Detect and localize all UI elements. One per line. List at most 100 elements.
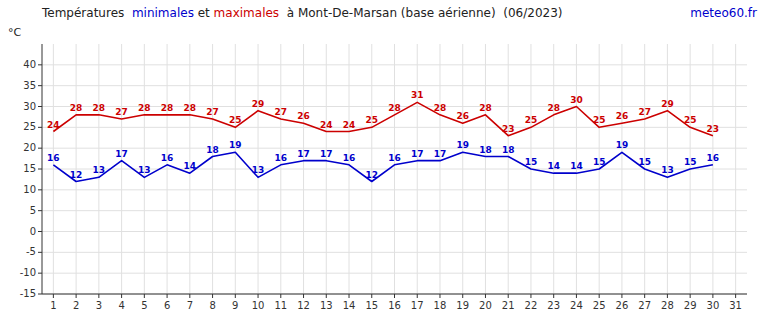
data-label: 16 [388, 153, 401, 163]
x-tick [644, 294, 645, 298]
y-tick [38, 127, 42, 128]
x-tick-label: 31 [729, 300, 742, 311]
data-label: 15 [593, 157, 606, 167]
x-grid-line [439, 44, 440, 294]
data-label: 27 [206, 107, 219, 117]
x-tick [439, 294, 440, 298]
x-tick-label: 13 [320, 300, 333, 311]
x-tick [667, 294, 668, 298]
x-grid-line [235, 44, 236, 294]
x-tick-label: 14 [343, 300, 356, 311]
data-label: 15 [525, 157, 538, 167]
data-label: 14 [570, 161, 583, 171]
data-label: 23 [707, 124, 720, 134]
x-grid-line [349, 44, 350, 294]
data-label: 16 [275, 153, 288, 163]
x-tick-label: 10 [252, 300, 265, 311]
data-label: 31 [411, 90, 424, 100]
series-line [53, 102, 713, 135]
x-tick-label: 20 [479, 300, 492, 311]
x-tick [576, 294, 577, 298]
data-label: 26 [297, 111, 310, 121]
x-tick-label: 3 [96, 300, 102, 311]
x-grid-line [212, 44, 213, 294]
title: Températures minimales et maximales à Mo… [41, 6, 562, 20]
data-label: 13 [138, 165, 151, 175]
data-label: 28 [434, 103, 447, 113]
data-label: 19 [616, 140, 629, 150]
y-tick-label: 40 [23, 59, 36, 70]
x-grid-line [735, 44, 736, 294]
data-label: 19 [229, 140, 242, 150]
x-tick [690, 294, 691, 298]
y-tick [38, 85, 42, 86]
y-axis-label: °C [8, 26, 22, 39]
grid [42, 44, 747, 294]
y-tick-label: 10 [23, 184, 36, 195]
data-label: 16 [161, 153, 174, 163]
data-label: 13 [661, 165, 674, 175]
x-tick [280, 294, 281, 298]
x-tick-label: 8 [209, 300, 215, 311]
data-label: 17 [411, 149, 424, 159]
x-tick [258, 294, 259, 298]
x-tick-label: 24 [570, 300, 583, 311]
x-tick-label: 12 [297, 300, 310, 311]
x-tick-label: 18 [434, 300, 447, 311]
x-tick [712, 294, 713, 298]
x-grid-line [712, 44, 713, 294]
x-grid-line [53, 44, 54, 294]
x-tick [212, 294, 213, 298]
x-tick-label: 16 [388, 300, 401, 311]
x-tick [508, 294, 509, 298]
x-tick [530, 294, 531, 298]
x-tick [349, 294, 350, 298]
x-tick [553, 294, 554, 298]
data-label: 19 [456, 140, 469, 150]
data-label: 14 [184, 161, 197, 171]
x-tick-label: 11 [274, 300, 287, 311]
title-part: et [194, 6, 214, 20]
x-tick-label: 30 [707, 300, 720, 311]
data-label: 18 [502, 145, 515, 155]
chart-container: -15-10-505101520253035401234567891011121… [0, 0, 765, 320]
x-tick-label: 25 [593, 300, 606, 311]
data-label: 30 [570, 95, 583, 105]
data-label: 27 [275, 107, 288, 117]
data-label: 25 [229, 115, 242, 125]
data-label: 26 [456, 111, 469, 121]
data-label: 25 [684, 115, 697, 125]
y-tick [38, 106, 42, 107]
y-tick-label: -10 [20, 267, 36, 278]
y-tick-label: 15 [23, 163, 36, 174]
x-grid-line [508, 44, 509, 294]
x-grid-line [121, 44, 122, 294]
x-grid-line [303, 44, 304, 294]
x-grid-line [167, 44, 168, 294]
data-label: 18 [206, 145, 219, 155]
x-tick-label: 2 [73, 300, 79, 311]
data-label: 13 [93, 165, 106, 175]
y-tick-label: 0 [30, 226, 36, 237]
data-labels: 1612131713161418191316171716121617171918… [47, 90, 719, 179]
y-tick-label: -5 [26, 246, 36, 257]
data-label: 24 [343, 120, 356, 130]
x-tick-label: 1 [50, 300, 56, 311]
x-grid-line [394, 44, 395, 294]
data-label: 25 [365, 115, 378, 125]
data-label: 14 [547, 161, 560, 171]
title-part: maximales [214, 6, 280, 20]
data-label: 25 [593, 115, 606, 125]
y-tick [38, 189, 42, 190]
x-tick [394, 294, 395, 298]
x-grid-line [326, 44, 327, 294]
data-label: 17 [297, 149, 310, 159]
data-label: 15 [684, 157, 697, 167]
x-tick [53, 294, 54, 298]
x-tick [98, 294, 99, 298]
data-label: 15 [638, 157, 651, 167]
data-label: 28 [547, 103, 560, 113]
x-tick-label: 21 [502, 300, 515, 311]
x-tick-label: 9 [232, 300, 238, 311]
data-label: 28 [388, 103, 401, 113]
